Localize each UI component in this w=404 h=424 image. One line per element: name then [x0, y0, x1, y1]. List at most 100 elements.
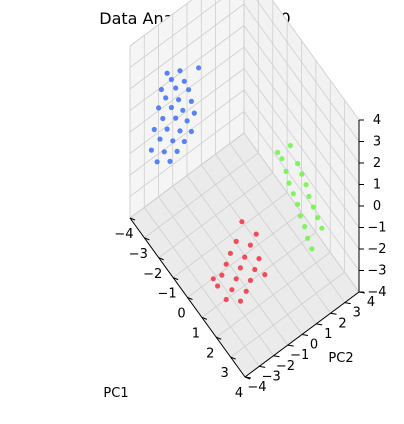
- data-point: [157, 136, 163, 142]
- data-point: [173, 85, 179, 91]
- data-point: [239, 219, 245, 225]
- data-point: [156, 105, 162, 111]
- data-point: [237, 265, 243, 271]
- x-tick: [201, 316, 208, 320]
- y-tick-label: 3: [353, 306, 361, 321]
- data-point: [229, 287, 235, 293]
- data-point: [223, 261, 229, 267]
- data-point: [247, 277, 254, 283]
- data-point: [188, 98, 194, 104]
- data-point: [177, 128, 183, 134]
- grid-lines: [129, 0, 360, 378]
- data-point: [315, 215, 321, 221]
- data-point: [275, 149, 281, 155]
- data-point: [256, 256, 262, 262]
- z-tick-label: 4: [373, 113, 381, 128]
- x-tick: [216, 336, 222, 340]
- y-tick-label: 2: [338, 316, 346, 331]
- z-tick-label: −2: [367, 242, 386, 257]
- x-tick: [244, 376, 251, 380]
- data-point: [262, 272, 268, 278]
- data-point: [151, 126, 157, 133]
- y-tick: [344, 302, 351, 305]
- grid-line: [129, 0, 222, 68]
- x-tick-label: 1: [192, 326, 200, 341]
- data-point: [319, 225, 325, 231]
- y-tick-label: 1: [324, 327, 332, 342]
- data-point: [161, 149, 167, 155]
- data-points: [148, 65, 325, 304]
- data-point: [177, 68, 183, 74]
- grid-line: [230, 271, 345, 358]
- data-point: [186, 87, 192, 93]
- data-point: [164, 126, 170, 132]
- grid-line: [216, 251, 331, 338]
- y-tick-label: 4: [367, 295, 375, 310]
- data-point: [170, 138, 176, 144]
- data-point: [219, 272, 225, 278]
- grid-line: [271, 0, 360, 121]
- x-tick-label: 3: [220, 366, 228, 381]
- y-axis-label: PC2: [328, 351, 353, 366]
- data-point: [168, 104, 174, 111]
- data-point: [210, 276, 216, 282]
- data-point: [310, 204, 316, 210]
- data-point: [176, 97, 182, 103]
- y-tick-label: −4: [247, 380, 266, 395]
- data-point: [174, 148, 180, 154]
- data-point: [242, 254, 248, 260]
- z-tick-label: 3: [373, 135, 381, 150]
- data-point: [180, 107, 186, 113]
- y-tick: [259, 365, 266, 368]
- grid-line: [129, 25, 245, 111]
- data-point: [188, 128, 194, 135]
- grid-line: [256, 0, 360, 142]
- grid-line: [243, 46, 360, 207]
- y-tick-label: −1: [290, 348, 309, 363]
- y-tick: [330, 312, 337, 315]
- data-point: [303, 182, 309, 188]
- z-tick-label: 0: [373, 199, 381, 214]
- data-point: [163, 95, 169, 101]
- x-tick-label: −1: [158, 287, 177, 302]
- data-point: [279, 156, 285, 162]
- data-point: [168, 76, 174, 83]
- y-tick: [273, 355, 280, 358]
- y-tick: [301, 334, 309, 336]
- data-point: [227, 250, 233, 256]
- z-tick-label: −1: [367, 221, 386, 236]
- data-point: [253, 231, 259, 237]
- data-point: [243, 288, 249, 294]
- x-tick: [172, 277, 179, 281]
- grid-line: [201, 232, 317, 318]
- grid-line: [129, 3, 245, 90]
- data-point: [306, 193, 312, 199]
- x-tick-label: −3: [129, 247, 148, 262]
- z-tick-label: −3: [367, 264, 386, 279]
- axis-lines: [129, 119, 366, 380]
- data-point: [181, 138, 187, 145]
- z-tick-label: 2: [373, 156, 381, 171]
- data-point: [283, 168, 289, 174]
- data-point: [223, 296, 229, 303]
- y-tick-label: 0: [310, 338, 318, 353]
- data-point: [154, 159, 160, 165]
- grid-line: [229, 143, 346, 303]
- data-point: [286, 180, 292, 186]
- x-tick-label: 2: [206, 346, 214, 361]
- data-point: [237, 298, 244, 304]
- z-tick-label: 1: [373, 178, 381, 193]
- x-tick: [187, 297, 193, 300]
- x-tick-label: −2: [143, 267, 162, 282]
- y-tick: [287, 344, 294, 347]
- grid-line: [200, 164, 317, 325]
- data-point: [191, 110, 197, 116]
- data-point: [233, 276, 239, 282]
- data-point: [164, 70, 170, 76]
- x-tick: [144, 237, 150, 241]
- data-point: [295, 201, 301, 207]
- data-point: [297, 213, 303, 219]
- x-tick-label: 4: [235, 386, 243, 401]
- data-point: [290, 191, 296, 197]
